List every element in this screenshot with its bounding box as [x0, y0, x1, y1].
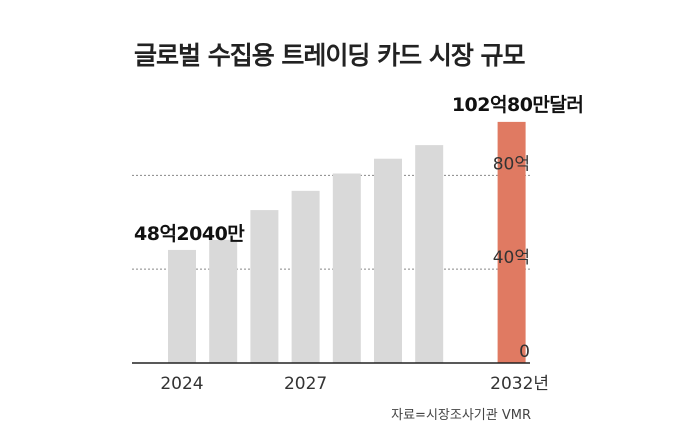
y-tick-labels: 0 40억 80억 [493, 154, 530, 362]
y-tick-label: 40억 [493, 248, 530, 268]
bar-2029 [374, 158, 402, 363]
bar-2024 [168, 249, 196, 363]
x-tick-label: 2027 [284, 374, 327, 394]
annotations: 48억2040만 102억80만달러 [134, 94, 584, 245]
bar-2027 [291, 190, 320, 363]
chart-title: 글로벌 수집용 트레이딩 카드 시장 규모 [134, 41, 526, 70]
y-tick-label: 80억 [493, 154, 530, 174]
data-label: 102억80만달러 [452, 94, 584, 116]
bars [168, 121, 526, 364]
bar-2026 [250, 210, 279, 363]
x-tick-label: 2032년 [490, 374, 549, 394]
x-tick-label: 2024 [160, 374, 203, 394]
bar-2028 [332, 173, 361, 363]
y-tick-label: 0 [519, 342, 530, 362]
bar-2025 [209, 239, 238, 363]
bar-2030 [415, 145, 444, 363]
x-tick-labels: 2024 2027 2032년 [160, 374, 549, 394]
bar-2032 [497, 121, 526, 364]
data-label: 48억2040만 [134, 223, 245, 245]
source-note: 자료=시장조사기관 VMR [391, 408, 531, 423]
